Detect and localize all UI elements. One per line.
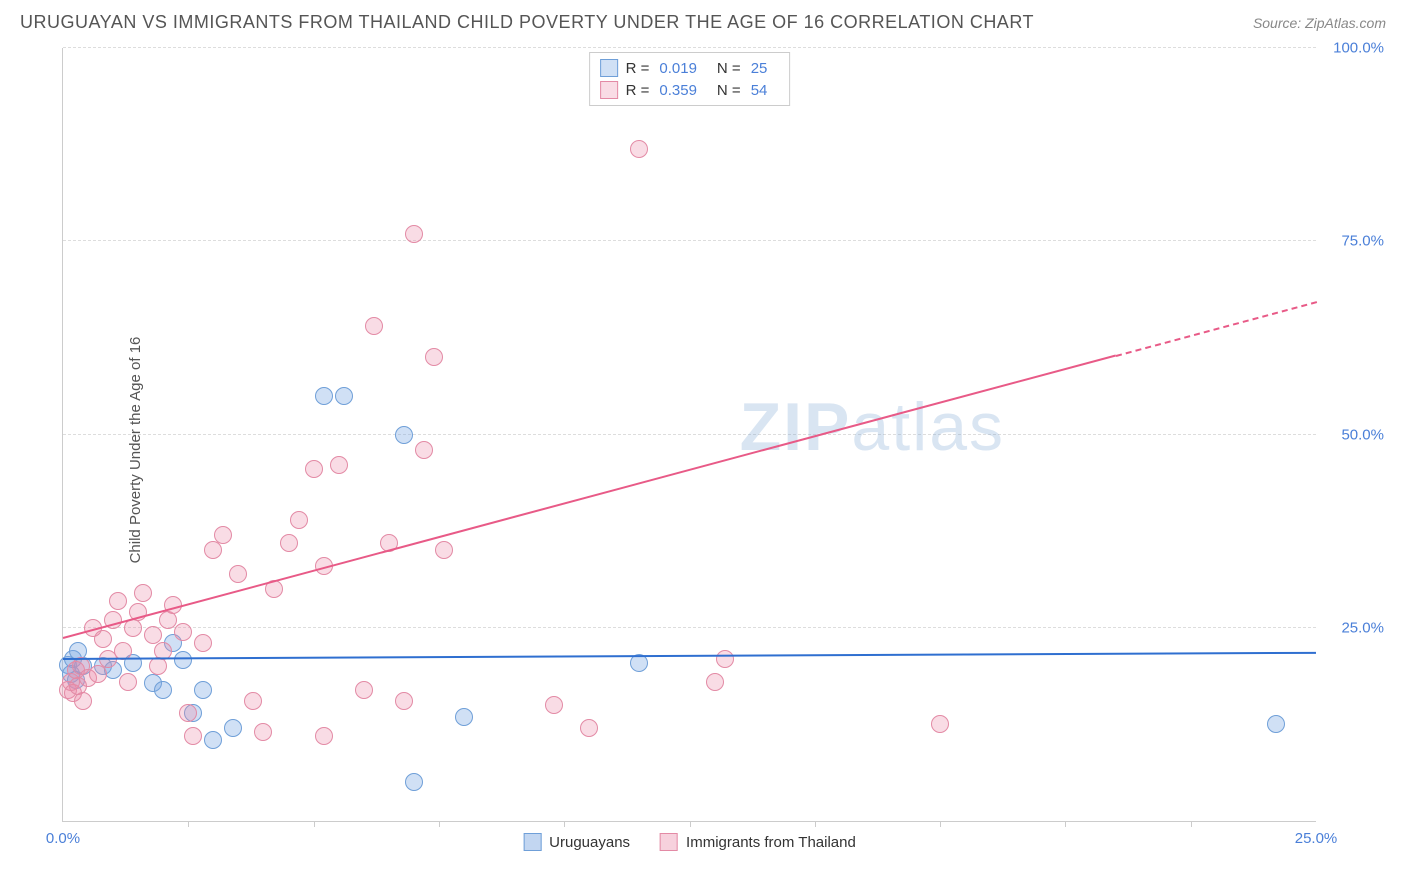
data-point (204, 731, 222, 749)
data-point (149, 657, 167, 675)
legend-r-label-1: R = (626, 82, 650, 99)
data-point (280, 534, 298, 552)
x-tick-label: 0.0% (46, 830, 80, 847)
data-point (305, 460, 323, 478)
data-point (244, 692, 262, 710)
x-tick-mark (940, 821, 941, 827)
legend-stats-row-0: R = 0.019 N = 25 (600, 57, 780, 79)
data-point (706, 673, 724, 691)
data-point (74, 692, 92, 710)
legend-bottom-label-1: Immigrants from Thailand (686, 834, 856, 851)
x-tick-mark (1191, 821, 1192, 827)
data-point (89, 665, 107, 683)
data-point (630, 140, 648, 158)
legend-swatch-1 (600, 81, 618, 99)
data-point (224, 719, 242, 737)
legend-n-value-0: 25 (751, 60, 768, 77)
legend-swatch-0 (600, 59, 618, 77)
data-point (109, 592, 127, 610)
data-point (229, 565, 247, 583)
chart-container: Child Poverty Under the Age of 16 ZIPatl… (62, 48, 1386, 852)
data-point (194, 681, 212, 699)
source-attribution: Source: ZipAtlas.com (1253, 15, 1386, 31)
data-point (931, 715, 949, 733)
data-point (330, 456, 348, 474)
x-tick-label: 25.0% (1295, 830, 1338, 847)
watermark-bold: ZIP (740, 389, 852, 465)
data-point (154, 681, 172, 699)
trendline-extrapolated (1115, 301, 1316, 357)
watermark-light: atlas (851, 389, 1005, 465)
legend-series: Uruguayans Immigrants from Thailand (523, 833, 856, 851)
data-point (214, 526, 232, 544)
legend-item-1: Immigrants from Thailand (660, 833, 856, 851)
chart-title: URUGUAYAN VS IMMIGRANTS FROM THAILAND CH… (20, 12, 1034, 33)
data-point (315, 727, 333, 745)
header: URUGUAYAN VS IMMIGRANTS FROM THAILAND CH… (0, 0, 1406, 41)
x-tick-mark (564, 821, 565, 827)
data-point (254, 723, 272, 741)
data-point (355, 681, 373, 699)
data-point (315, 387, 333, 405)
x-tick-mark (314, 821, 315, 827)
x-tick-mark (439, 821, 440, 827)
legend-n-value-1: 54 (751, 82, 768, 99)
data-point (435, 541, 453, 559)
legend-n-label-1: N = (717, 82, 741, 99)
plot-area: ZIPatlas R = 0.019 N = 25 R = 0.359 N = … (62, 48, 1316, 822)
legend-item-0: Uruguayans (523, 833, 630, 851)
data-point (174, 651, 192, 669)
legend-stats-row-1: R = 0.359 N = 54 (600, 79, 780, 101)
data-point (405, 773, 423, 791)
data-point (204, 541, 222, 559)
legend-bottom-label-0: Uruguayans (549, 834, 630, 851)
y-tick-label: 25.0% (1341, 619, 1384, 636)
data-point (194, 634, 212, 652)
data-point (174, 623, 192, 641)
gridline (63, 434, 1316, 435)
legend-bottom-swatch-0 (523, 833, 541, 851)
gridline (63, 240, 1316, 241)
data-point (134, 584, 152, 602)
data-point (716, 650, 734, 668)
x-tick-mark (188, 821, 189, 827)
legend-r-value-0: 0.019 (659, 60, 697, 77)
data-point (405, 225, 423, 243)
gridline (63, 627, 1316, 628)
data-point (455, 708, 473, 726)
data-point (415, 441, 433, 459)
trendline (63, 355, 1116, 639)
data-point (290, 511, 308, 529)
legend-stats: R = 0.019 N = 25 R = 0.359 N = 54 (589, 52, 791, 106)
data-point (94, 630, 112, 648)
data-point (365, 317, 383, 335)
y-tick-label: 50.0% (1341, 426, 1384, 443)
data-point (184, 727, 202, 745)
data-point (179, 704, 197, 722)
watermark: ZIPatlas (740, 388, 1005, 466)
data-point (425, 348, 443, 366)
legend-r-value-1: 0.359 (659, 82, 697, 99)
trendline (63, 652, 1316, 660)
data-point (395, 426, 413, 444)
data-point (119, 673, 137, 691)
data-point (1267, 715, 1285, 733)
data-point (545, 696, 563, 714)
x-tick-mark (815, 821, 816, 827)
legend-r-label-0: R = (626, 60, 650, 77)
legend-n-label-0: N = (717, 60, 741, 77)
y-tick-label: 75.0% (1341, 233, 1384, 250)
data-point (395, 692, 413, 710)
x-tick-mark (690, 821, 691, 827)
gridline (63, 47, 1316, 48)
data-point (335, 387, 353, 405)
legend-bottom-swatch-1 (660, 833, 678, 851)
y-tick-label: 100.0% (1333, 40, 1384, 57)
x-tick-mark (1065, 821, 1066, 827)
data-point (580, 719, 598, 737)
